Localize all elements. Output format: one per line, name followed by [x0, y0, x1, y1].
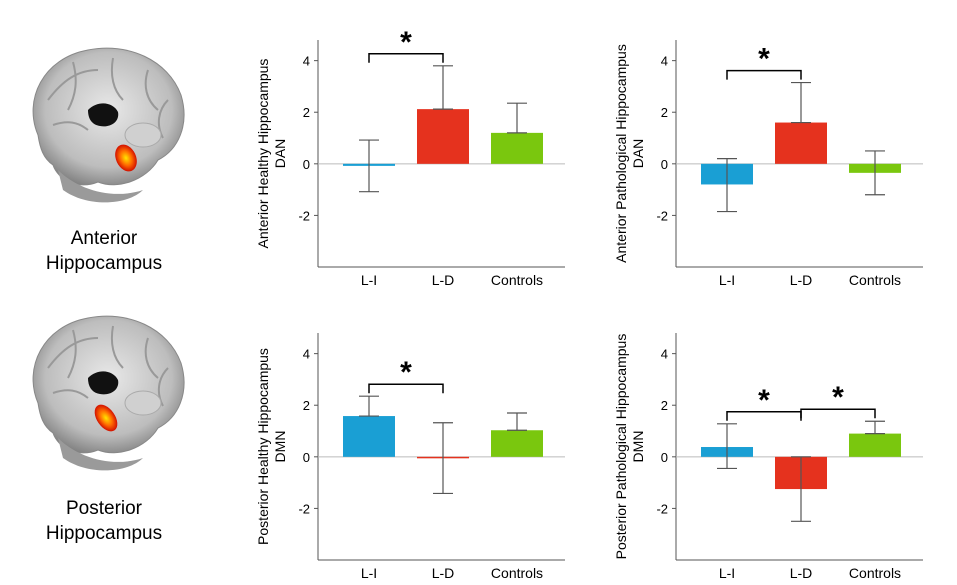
y-tick-label: 2 [661, 398, 668, 413]
x-category-label-controls: Controls [849, 272, 901, 288]
posterior-caption: Posterior Hippocampus [18, 496, 190, 546]
x-category-label-ld: L-D [790, 565, 813, 581]
bar-ld [775, 122, 827, 164]
y-tick-label: 4 [661, 347, 668, 362]
significance-bracket [368, 53, 444, 63]
x-category-label-li: L-I [719, 565, 735, 581]
y-tick-label: 0 [303, 450, 310, 465]
y-tick-label: 2 [303, 398, 310, 413]
anterior-caption-line1: Anterior [70, 228, 138, 249]
y-axis-label-line1: Anterior Pathological Hippocampus [613, 44, 629, 263]
y-tick-label: 4 [303, 54, 310, 69]
y-axis-label-line2: DMN [630, 431, 646, 463]
chart-anterior-pathological-dan: 4 2 0 -2 Anterior Pathological Hippocampus DA… [613, 40, 923, 288]
chart-anterior-healthy-dan: 4 2 0 -2 Anterior Healthy Hippocampus DAN L-I L… [255, 26, 565, 288]
posterior-brain-slice-image [32, 315, 185, 471]
significance-bracket [726, 69, 802, 80]
anterior-caption-line2: Hippocampus [45, 253, 163, 274]
significance-star: * [758, 384, 770, 417]
y-axis-label-line2: DAN [272, 139, 288, 169]
x-category-label-ld: L-D [790, 272, 813, 288]
significance-star: * [758, 43, 770, 76]
bar-controls [491, 132, 543, 164]
y-tick-label: 2 [661, 105, 668, 120]
x-category-label-controls: Controls [491, 272, 543, 288]
x-category-label-li: L-I [719, 272, 735, 288]
posterior-caption-line1: Posterior [65, 498, 143, 519]
bar-controls [849, 433, 901, 457]
chart-posterior-pathological-dmn: 4 2 0 -2 Posterior Pathological Hippocampus D… [613, 333, 923, 581]
y-axis-label-line1: Anterior Healthy Hippocampus [255, 59, 271, 249]
y-tick-label: 0 [661, 450, 668, 465]
y-tick-label: 0 [661, 157, 668, 172]
x-category-label-ld: L-D [432, 272, 455, 288]
x-category-label-ld: L-D [432, 565, 455, 581]
y-tick-label: 2 [303, 105, 310, 120]
bar-controls [491, 430, 543, 457]
bar-ld [417, 109, 469, 164]
x-category-label-controls: Controls [491, 565, 543, 581]
posterior-caption-line2: Hippocampus [45, 523, 163, 544]
y-axis-label-line1: Posterior Healthy Hippocampus [255, 348, 271, 545]
significance-bracket [368, 383, 444, 394]
x-category-label-li: L-I [361, 565, 377, 581]
significance-star: * [832, 381, 844, 414]
y-axis-label-line1: Posterior Pathological Hippocampus [613, 334, 629, 560]
y-tick-label: 4 [661, 54, 668, 69]
y-tick-label: 0 [303, 157, 310, 172]
bar-li [343, 416, 395, 457]
y-axis-label-line2: DMN [272, 431, 288, 463]
y-tick-label: 4 [303, 347, 310, 362]
y-tick-label: -2 [298, 208, 310, 223]
y-tick-label: -2 [298, 501, 310, 516]
y-tick-label: -2 [656, 208, 668, 223]
x-category-label-li: L-I [361, 272, 377, 288]
chart-posterior-healthy-dmn: 4 2 0 -2 Posterior Healthy Hippocampus DMN L-I… [255, 333, 565, 581]
x-category-label-controls: Controls [849, 565, 901, 581]
y-tick-label: -2 [656, 501, 668, 516]
y-axis-label-line2: DAN [630, 139, 646, 169]
significance-star: * [400, 356, 412, 389]
anterior-caption: Anterior Hippocampus [18, 226, 190, 276]
significance-star: * [400, 26, 412, 59]
anterior-brain-slice-image [32, 47, 185, 203]
significance-bracket [800, 408, 876, 419]
